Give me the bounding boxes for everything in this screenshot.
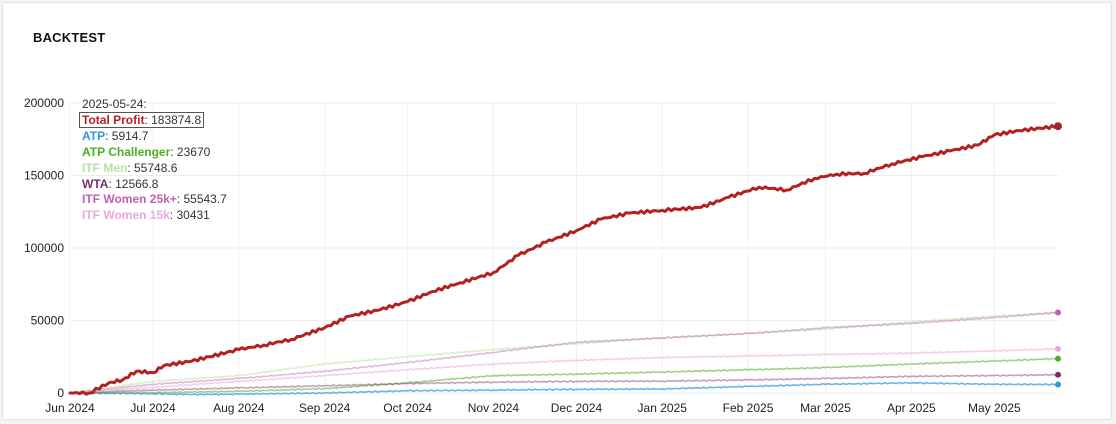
grid-lines [69, 102, 1058, 395]
x-tick-label: Mar 2025 [800, 401, 851, 415]
legend-series-value: : 30431 [169, 208, 210, 223]
series-line-itf-women-15k [69, 347, 1059, 394]
y-tick-label: 200000 [24, 96, 64, 110]
y-tick-label: 150000 [24, 169, 64, 183]
x-tick-label: May 2025 [968, 401, 1021, 415]
x-tick-label: Nov 2024 [468, 401, 520, 415]
card-title: BACKTEST [33, 30, 106, 45]
legend-series-value: : 5914.7 [105, 128, 149, 143]
end-marker-atp [1055, 381, 1061, 388]
series-line-total-profit [68, 124, 1060, 396]
series-line-wta [69, 373, 1059, 395]
x-axis: Jun 2024 Jul 2024 Aug 2024 Sep 2024 Oct 2024… [45, 401, 1021, 415]
y-tick-label: 50000 [31, 314, 65, 328]
legend-entry: ATP: 5914.7 [82, 129, 227, 145]
x-tick-label: Jun 2024 [45, 401, 95, 415]
end-marker-itf-women-25k [1055, 309, 1061, 316]
y-tick-label: 0 [57, 386, 64, 400]
end-marker-itf-women-15k [1055, 345, 1061, 352]
series-line-itf-women-25k [69, 311, 1059, 394]
end-marker-atp-challenger [1055, 355, 1061, 362]
x-tick-label: Aug 2024 [213, 401, 265, 415]
legend-series-name: ITF Women 15k [82, 208, 170, 223]
legend-date: 2025-05-24: [82, 97, 147, 111]
end-marker-total-profit [1054, 122, 1062, 131]
legend-series-name: ITF Men [82, 160, 128, 175]
legend-entry: ITF Men: 55748.6 [82, 161, 227, 177]
x-tick-label: Jul 2024 [130, 401, 176, 415]
series-line-atp [69, 381, 1059, 396]
legend-series-name: ATP [82, 128, 106, 143]
legend-entry: Total Profit: 183874.8 [79, 111, 227, 129]
legend-entry: WTA: 12566.8 [82, 177, 227, 193]
series-line-itf-men [69, 311, 1059, 394]
legend-entry: ITF Women 25k+: 55543.7 [82, 192, 227, 208]
legend-series-name: ATP Challenger [82, 144, 171, 159]
series-line-atp-challenger [69, 357, 1059, 395]
legend-series-value: : 183874.8 [144, 112, 202, 127]
legend-series-value: : 55748.6 [127, 160, 178, 175]
y-tick-label: 100000 [24, 241, 64, 255]
legend-series-name: Total Profit [82, 112, 145, 127]
chart-tooltip-legend: 2025-05-24: Total Profit: 183874.8 ATP: 5… [79, 97, 227, 224]
x-tick-label: Oct 2024 [383, 401, 432, 415]
x-tick-label: Apr 2025 [887, 401, 936, 415]
x-tick-label: Dec 2024 [551, 401, 603, 415]
legend-series-value: : 55543.7 [176, 192, 227, 207]
end-marker-wta [1055, 371, 1061, 378]
y-axis: 0 50000 100000 150000 200000 [24, 96, 64, 400]
x-tick-label: Feb 2025 [723, 401, 774, 415]
legend-series-value: : 23670 [170, 144, 211, 159]
legend-entries: Total Profit: 183874.8 ATP: 5914.7 ATP Cha… [79, 111, 227, 224]
series-lines [68, 124, 1060, 396]
legend-series-name: ITF Women 25k+ [82, 192, 177, 207]
series-end-markers [1054, 122, 1062, 388]
legend-entry: ATP Challenger: 23670 [82, 145, 227, 161]
legend-series-value: : 12566.8 [108, 176, 159, 191]
x-tick-label: Jan 2025 [638, 401, 688, 415]
legend-series-name: WTA [82, 176, 109, 191]
x-tick-label: Sep 2024 [299, 401, 351, 415]
legend-entry: ITF Women 15k: 30431 [82, 208, 227, 224]
